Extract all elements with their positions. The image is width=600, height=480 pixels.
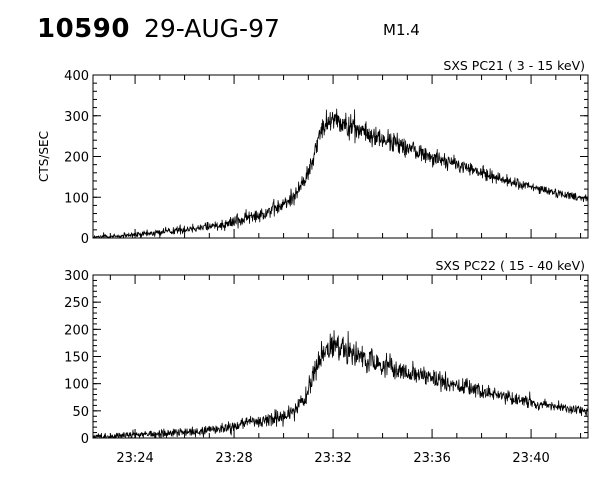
y-axis-label: CTS/SEC [37,131,51,182]
panel-pc22: SXS PC22 ( 15 - 40 keV) 0 50 100 150 200 250 30… [64,258,589,466]
y-tick-label: 400 [64,69,89,84]
flare-date: 29-AUG-97 [144,14,280,43]
y-tick-label: 150 [64,351,89,366]
panel-title: SXS PC21 ( 3 - 15 keV) [443,58,585,73]
y-tick-label: 300 [64,269,89,284]
y-tick-label: 200 [64,151,89,166]
plot-frame [92,274,589,439]
light-curve-series [92,330,589,439]
x-tick-label: 23:32 [314,451,351,466]
y-tick-label: 300 [64,110,89,125]
y-tick-label: 100 [64,191,89,206]
flare-class: M1.4 [383,21,420,39]
y-tick-label: 50 [72,405,89,420]
x-tick-label: 23:24 [116,451,153,466]
y-tick-label: 200 [64,323,89,338]
plot-frame [92,74,589,239]
y-tick-label: 0 [81,432,89,447]
light-curve-series [92,108,589,239]
panel-pc21: SXS PC21 ( 3 - 15 keV) CTS/SEC 0 100 200 300 4… [37,58,589,247]
x-tick-label: 23:36 [413,451,450,466]
y-tick-label: 250 [64,296,89,311]
flare-id: 10590 [37,14,130,44]
x-tick-label: 23:40 [512,451,549,466]
x-tick-label: 23:28 [215,451,252,466]
y-tick-label: 0 [81,232,89,247]
panel-title: SXS PC22 ( 15 - 40 keV) [435,258,585,273]
y-tick-label: 100 [64,378,89,393]
